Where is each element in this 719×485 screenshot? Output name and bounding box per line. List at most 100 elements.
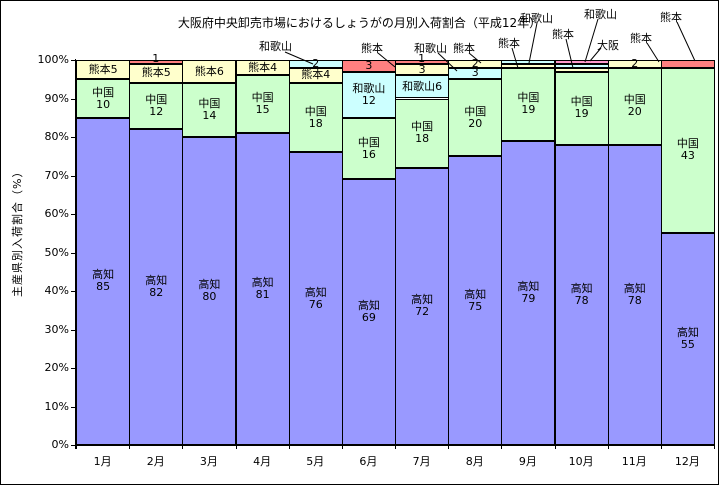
y-tick-label: 70% [44,168,69,182]
bar-segment-label: 3 [471,66,479,80]
bar-segment-label: 中国 10 [92,85,115,111]
x-tick-label: 9月 [518,455,537,468]
bar-segment-label: 2 [312,56,320,70]
annotation-label: 和歌山 [520,12,553,25]
bar-segment: 高知 55 [660,233,715,445]
y-axis-title: 主産県別入荷割合（%） [11,165,24,297]
bar-segment: 3 [341,58,396,72]
y-tick-label: 40% [44,284,69,297]
x-tick-label: 1月 [93,455,112,468]
bar-segment-label: 1 [418,52,426,65]
bar-segment-label: 2 [631,56,639,70]
x-tick-label: 12月 [674,455,700,468]
bar-segment-label: 中国 18 [304,104,327,130]
x-tick-mark [288,445,290,449]
bar-segment: 高知 78 [554,144,609,445]
bar-segment: 中国 43 [660,67,715,234]
bar-segment-label: 中国 14 [198,97,221,123]
y-tick-label: 90% [44,91,69,105]
y-tick-label: 30% [44,322,69,336]
bar-segment: 高知 82 [129,129,184,445]
y-tick-label: 60% [44,207,69,220]
x-tick-mark [235,445,237,449]
bar-segment: 熊本5 [129,63,184,84]
bar-segment: 中国 16 [341,117,396,180]
bar-segment-label: 和歌山6 [402,79,443,93]
bar-segment-label: 熊本4 [301,68,331,82]
bar-segment-label: 熊本5 [88,62,118,76]
bar-segment: 中国 20 [607,67,662,145]
y-tick-label: 10% [44,399,69,413]
annotation-label: 熊本 [361,42,383,55]
bar-segment: 高知 85 [76,117,131,445]
x-tick-label: 8月 [465,455,484,468]
bar-segment-label: 高知 81 [251,276,274,302]
bar-segment: 中国 18 [395,98,450,168]
x-tick-label: 6月 [359,455,378,468]
bar-segment [554,67,609,72]
y-tick-mark [71,98,76,100]
annotation-label: 和歌山 [414,42,447,55]
annotation-label: 熊本 [630,32,652,45]
x-tick-label: 5月 [306,455,325,468]
y-tick-mark [71,291,76,292]
bar-segment: 2 [288,56,343,70]
bar-segment-label: 高知 55 [676,326,699,352]
bar-segment: 和歌山6 [395,75,450,99]
bar-segment-label: 高知 78 [623,281,646,307]
bar-segment-label: 和歌山 12 [352,81,386,107]
bar-segment: 中国 19 [554,71,609,145]
bar-segment-label: 高知 80 [198,278,221,303]
x-tick-label: 2月 [146,455,165,468]
annotation-label: 大阪 [597,39,619,52]
annotation-label: 熊本 [552,28,574,41]
bar-segment-label: 中国 15 [251,91,274,117]
bar-segment: 熊本6 [182,60,237,84]
bar-segment: 高知 81 [235,133,290,445]
bar-segment: 高知 72 [395,167,450,445]
bar-segment-label: 3 [365,58,373,72]
bar-segment: 中国 15 [235,75,290,134]
y-tick-label: 80% [44,130,69,143]
x-tick-label: 3月 [199,455,218,468]
bar-segment-label: 高知 76 [304,285,327,311]
bar-segment: 中国 20 [448,79,503,157]
y-tick-mark [71,137,76,138]
bar-segment-label: 中国 16 [357,135,380,161]
bar-segment [501,63,556,68]
bar-segment: 3 [395,63,450,76]
bar-segment-label: 熊本4 [248,60,278,74]
bar-segment-label: 高知 82 [145,274,168,300]
bar-segment: 高知 69 [341,179,396,445]
bar-segment-label: 高知 72 [411,293,434,319]
x-tick-mark [76,445,77,449]
chart-title: 大阪府中央卸売市場におけるしょうがの月別入荷割合（平成12年） [177,16,542,30]
bar-segment: 和歌山 12 [341,71,396,118]
bar-segment-label: 中国 19 [517,91,540,117]
y-tick-mark [71,445,76,446]
x-tick-label: 10月 [568,455,594,468]
bar-segment: 高知 78 [607,144,662,445]
x-tick-mark [714,445,715,449]
bar-segment [501,60,556,64]
y-tick-mark [71,175,76,177]
bar-segment: 熊本4 [288,67,343,84]
bar-segment-label: 高知 75 [464,287,487,313]
bar-segment-label: 高知 69 [357,299,380,325]
bar-segment-label: 高知 79 [517,279,540,305]
x-tick-label: 7月 [412,455,431,468]
bar-segment: 熊本4 [235,60,290,76]
y-tick-mark [71,406,76,408]
annotation-label: 和歌山 [584,8,617,21]
bar-segment: 中国 14 [182,83,237,137]
bar-segment: 高知 75 [448,156,503,445]
x-tick-mark [607,445,609,449]
y-tick-label: 0% [51,438,69,451]
annotation-label: 熊本 [660,11,682,24]
x-tick-mark [501,445,503,449]
y-tick-label: 100% [37,53,69,66]
bar-segment: 高知 79 [501,140,556,445]
bar-segment: 高知 80 [182,137,237,445]
bar-segment: 熊本5 [76,60,131,80]
bar-segment: 高知 76 [288,152,343,445]
